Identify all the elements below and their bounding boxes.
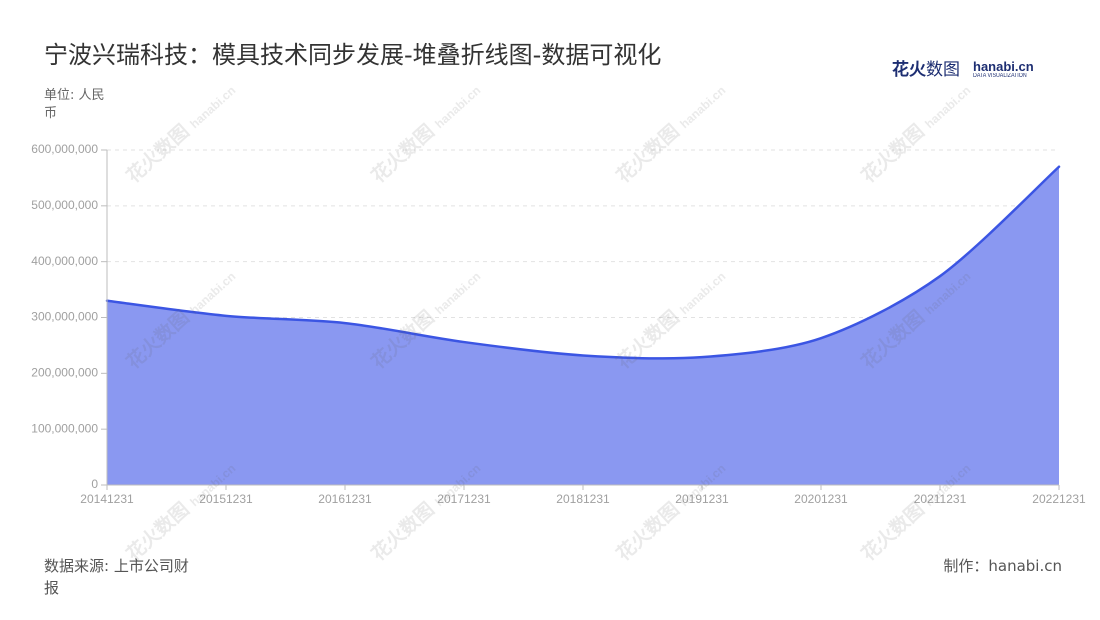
chart-title: 宁波兴瑞科技：模具技术同步发展-堆叠折线图-数据可视化 — [44, 41, 662, 69]
y-tick-label: 300,000,000 — [31, 310, 98, 324]
x-tick-label: 20191231 — [675, 492, 729, 506]
watermark-en-text: hanabi.cn — [187, 83, 239, 132]
data-point-20181231[interactable] — [578, 350, 588, 360]
x-tick-label: 20221231 — [1032, 492, 1086, 506]
series-area — [107, 166, 1059, 485]
x-tick-label: 20181231 — [556, 492, 610, 506]
logo-en-text: hanabi.cn — [973, 59, 1034, 74]
x-tick-label: 20201231 — [794, 492, 848, 506]
logo-en-block: hanabi.cn DATA VISUALIZATION — [973, 60, 1034, 80]
x-tick-label: 20141231 — [80, 492, 134, 506]
data-point-20141231[interactable] — [102, 296, 112, 306]
y-tick-label: 100,000,000 — [31, 421, 98, 435]
watermark-en-text: hanabi.cn — [432, 83, 484, 132]
x-tick-label: 20171231 — [437, 492, 491, 506]
logo-cn-light-text: 数图 — [926, 60, 960, 80]
data-point-20191231[interactable] — [697, 352, 707, 362]
data-source: 数据来源: 上市公司财报 — [44, 557, 189, 597]
y-tick-label: 400,000,000 — [31, 254, 98, 268]
logo-sub-text: DATA VISUALIZATION — [973, 73, 1027, 79]
brand-logo: 花火 数图 hanabi.cn DATA VISUALIZATION — [892, 58, 1034, 82]
x-tick-label: 20151231 — [199, 492, 253, 506]
watermark-en-text: hanabi.cn — [677, 83, 729, 132]
data-point-20171231[interactable] — [459, 337, 469, 347]
stacked-area-chart: 0 100,000,000 200,000,000 300,000,000 400,00… — [31, 142, 1086, 506]
y-tick-label: 0 — [91, 477, 98, 491]
unit-label: 单位: 人民币 — [44, 88, 105, 121]
logo-cn-bold-text: 花火 — [892, 60, 926, 80]
series-layer — [105, 165, 1061, 485]
y-tick-label: 600,000,000 — [31, 142, 98, 156]
data-point-20151231[interactable] — [221, 311, 231, 321]
data-point-20201231[interactable] — [816, 333, 826, 343]
series-line — [105, 165, 1061, 360]
y-tick-label: 200,000,000 — [31, 366, 98, 380]
watermark-en-text: hanabi.cn — [922, 83, 974, 132]
x-tick-label: 20161231 — [318, 492, 372, 506]
data-point-20211231[interactable] — [935, 271, 945, 281]
y-tick-label: 500,000,000 — [31, 198, 98, 212]
data-point-20221231[interactable] — [1054, 162, 1064, 172]
data-point-20161231[interactable] — [340, 318, 350, 328]
x-tick-label: 20211231 — [914, 492, 967, 506]
axes-layer: 0 100,000,000 200,000,000 300,000,000 400,00… — [31, 142, 1086, 506]
credit-label: 制作：hanabi.cn — [943, 557, 1062, 575]
